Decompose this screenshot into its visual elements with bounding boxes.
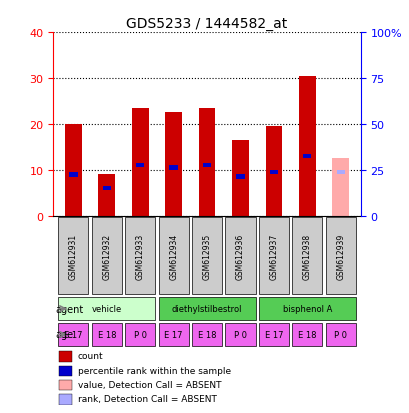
FancyBboxPatch shape xyxy=(125,323,155,346)
Bar xyxy=(265,127,281,216)
FancyBboxPatch shape xyxy=(92,323,121,346)
Text: E 17: E 17 xyxy=(264,330,283,339)
Text: age: age xyxy=(55,330,73,339)
Bar xyxy=(136,164,144,168)
Bar xyxy=(165,113,182,216)
Text: GSM612937: GSM612937 xyxy=(269,233,278,279)
Text: E 18: E 18 xyxy=(197,330,216,339)
FancyBboxPatch shape xyxy=(158,297,255,320)
FancyBboxPatch shape xyxy=(225,218,255,294)
FancyBboxPatch shape xyxy=(191,218,222,294)
Bar xyxy=(59,380,72,390)
Text: vehicle: vehicle xyxy=(92,304,121,313)
Bar xyxy=(69,173,77,177)
Bar xyxy=(236,175,244,179)
Text: GSM612939: GSM612939 xyxy=(335,233,344,279)
FancyBboxPatch shape xyxy=(125,218,155,294)
Text: count: count xyxy=(78,351,103,361)
FancyBboxPatch shape xyxy=(158,323,188,346)
Text: percentile rank within the sample: percentile rank within the sample xyxy=(78,366,230,375)
Bar xyxy=(269,170,277,175)
Text: GSM612932: GSM612932 xyxy=(102,233,111,279)
Bar xyxy=(59,394,72,405)
Title: GDS5233 / 1444582_at: GDS5233 / 1444582_at xyxy=(126,17,287,31)
Text: agent: agent xyxy=(55,304,83,314)
FancyBboxPatch shape xyxy=(92,218,121,294)
Bar xyxy=(336,170,344,175)
Text: GSM612934: GSM612934 xyxy=(169,233,178,279)
Text: value, Detection Call = ABSENT: value, Detection Call = ABSENT xyxy=(78,380,221,389)
FancyBboxPatch shape xyxy=(58,323,88,346)
Bar xyxy=(302,154,311,159)
Text: E 17: E 17 xyxy=(164,330,182,339)
Text: GSM612933: GSM612933 xyxy=(135,233,144,279)
FancyBboxPatch shape xyxy=(58,218,88,294)
Text: GSM612931: GSM612931 xyxy=(69,233,78,279)
Bar xyxy=(231,140,248,216)
Text: P 0: P 0 xyxy=(133,330,146,339)
Bar xyxy=(98,175,115,216)
Text: E 18: E 18 xyxy=(97,330,116,339)
FancyBboxPatch shape xyxy=(258,218,288,294)
Bar xyxy=(198,109,215,216)
Text: GSM612935: GSM612935 xyxy=(202,233,211,279)
Text: P 0: P 0 xyxy=(234,330,246,339)
Text: bisphenol A: bisphenol A xyxy=(282,304,331,313)
Text: GSM612938: GSM612938 xyxy=(302,233,311,279)
Text: E 18: E 18 xyxy=(297,330,316,339)
Bar xyxy=(202,164,211,168)
Bar xyxy=(132,109,148,216)
FancyBboxPatch shape xyxy=(191,323,222,346)
FancyBboxPatch shape xyxy=(58,297,155,320)
Bar xyxy=(332,159,348,216)
Text: P 0: P 0 xyxy=(333,330,346,339)
FancyBboxPatch shape xyxy=(325,323,355,346)
FancyBboxPatch shape xyxy=(325,218,355,294)
Text: rank, Detection Call = ABSENT: rank, Detection Call = ABSENT xyxy=(78,394,216,404)
FancyBboxPatch shape xyxy=(258,297,355,320)
Text: diethylstilbestrol: diethylstilbestrol xyxy=(171,304,242,313)
Bar xyxy=(59,366,72,376)
FancyBboxPatch shape xyxy=(225,323,255,346)
Bar xyxy=(102,186,111,191)
FancyBboxPatch shape xyxy=(292,218,321,294)
Text: GSM612936: GSM612936 xyxy=(236,233,244,279)
FancyBboxPatch shape xyxy=(258,323,288,346)
FancyBboxPatch shape xyxy=(158,218,188,294)
FancyBboxPatch shape xyxy=(292,323,321,346)
Bar xyxy=(65,125,81,216)
Bar xyxy=(298,76,315,216)
Bar xyxy=(59,351,72,362)
Text: E 17: E 17 xyxy=(64,330,82,339)
Bar xyxy=(169,166,178,170)
